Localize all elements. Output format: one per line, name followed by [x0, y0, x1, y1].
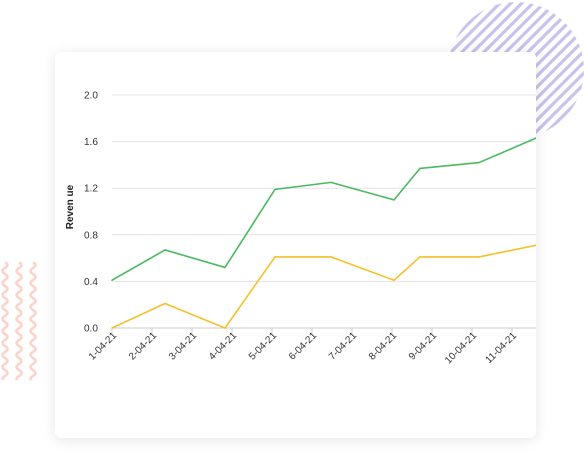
series-lines: [111, 137, 536, 329]
data-point: [535, 137, 536, 139]
data-point: [224, 327, 226, 329]
stripe: [448, 2, 505, 138]
y-tick-labels: 0.0 0.4 0.8 1.2 1.6 2.0: [84, 91, 98, 335]
x-tick-label: 2-04-21: [127, 330, 159, 362]
stripe: [526, 2, 584, 138]
grid-lines: [112, 94, 536, 329]
x-tick-label: 6-04-21: [287, 330, 319, 362]
data-point: [419, 167, 421, 170]
y-tick-label: 0.8: [84, 230, 98, 241]
y-tick-label: 0.0: [84, 324, 98, 335]
data-point: [535, 244, 536, 247]
series-line: [111, 244, 536, 329]
x-tick-labels: 1-04-21 2-04-21 3-04-21 4-04-21 5-04-21 6-04-…: [87, 328, 519, 366]
data-point: [111, 327, 113, 329]
data-point: [393, 199, 395, 201]
data-point: [478, 256, 480, 258]
stripe: [537, 2, 584, 138]
wave-line: [1, 262, 9, 380]
data-point: [330, 256, 332, 258]
y-tick-label: 2.0: [84, 91, 98, 102]
data-point: [111, 279, 113, 282]
x-tick-label: 5-04-21: [247, 330, 279, 362]
x-tick-label: 4-04-21: [207, 330, 239, 362]
stripe: [515, 2, 584, 138]
y-tick-label: 1.2: [84, 184, 98, 195]
data-point: [164, 302, 166, 305]
stripe: [448, 2, 494, 138]
x-tick-label: 8-04-21: [367, 330, 399, 362]
data-point: [224, 266, 226, 269]
series-line: [111, 137, 536, 281]
data-point: [478, 161, 480, 164]
x-tick-label: 10-04-21: [443, 330, 479, 366]
data-point: [330, 181, 332, 184]
x-tick-label: 7-04-21: [327, 330, 359, 362]
y-tick-label: 1.6: [84, 137, 98, 148]
stripe: [448, 2, 516, 138]
y-axis-title: Reven ue: [65, 184, 76, 229]
data-point: [419, 256, 421, 258]
wave-line: [15, 262, 23, 380]
wavy-lines-decoration: [1, 262, 37, 380]
x-tick-label: 9-04-21: [407, 330, 439, 362]
data-point: [274, 188, 276, 191]
data-point: [393, 279, 395, 282]
data-point: [274, 256, 276, 258]
x-tick-label: 1-04-21: [87, 330, 119, 362]
data-point: [164, 249, 166, 251]
y-tick-label: 0.4: [84, 277, 98, 288]
chart-card: 0.0 0.4 0.8 1.2 1.6 2.0 1-04-21 2-04-21 3-04-21…: [55, 52, 536, 438]
wave-line: [29, 262, 37, 380]
revenue-line-chart: 0.0 0.4 0.8 1.2 1.6 2.0 1-04-21 2-04-21 3-04-21…: [65, 91, 536, 366]
x-tick-label: 11-04-21: [484, 330, 520, 366]
x-tick-label: 3-04-21: [167, 330, 199, 362]
